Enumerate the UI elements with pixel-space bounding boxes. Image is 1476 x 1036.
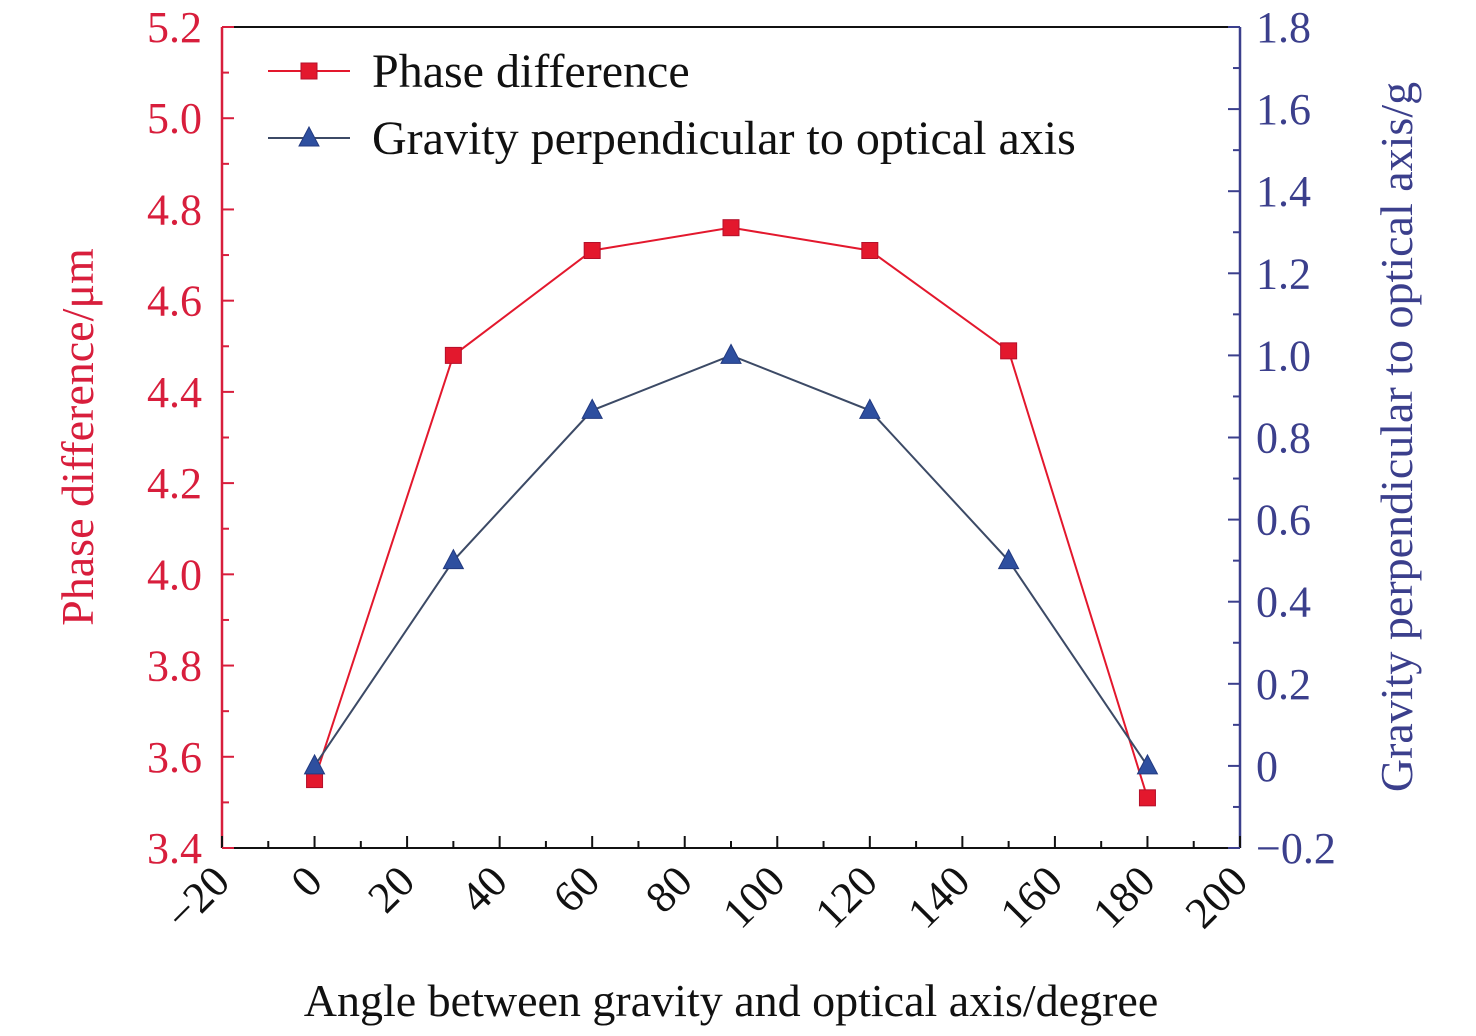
y-right-tick-label: 1.0 <box>1256 331 1311 380</box>
phase-difference-point <box>861 241 879 259</box>
x-tick-label: 120 <box>806 856 887 937</box>
gravity-perpendicular-point <box>1136 753 1159 775</box>
series-line-gravity-perpendicular <box>313 354 1149 767</box>
y-left-tick-label: 3.6 <box>147 733 202 782</box>
gravity-perpendicular-point <box>581 398 604 419</box>
y-left-tick-label: 4.4 <box>147 368 202 417</box>
legend-marker-phase-difference <box>300 62 318 80</box>
y-left-tick-label: 5.0 <box>147 94 202 143</box>
y-left-tick-label: 4.6 <box>147 277 202 326</box>
legend-label-gravity-perpendicular: Gravity perpendicular to optical axis <box>372 112 1076 165</box>
x-tick-label: 60 <box>543 856 609 922</box>
x-tick-label: 200 <box>1176 856 1257 937</box>
gravity-perpendicular-point <box>997 548 1020 570</box>
y-right-tick-label: 1.6 <box>1256 85 1311 134</box>
y-left-tick-label: 3.8 <box>147 642 202 691</box>
y-right-tick-label: 0 <box>1256 742 1278 791</box>
x-tick-label: 140 <box>898 856 979 937</box>
series-line-phase-difference <box>313 226 1149 799</box>
gravity-perpendicular-point <box>858 398 881 419</box>
y-left-tick-label: 4.2 <box>147 459 202 508</box>
y-left-tick-label: 4.8 <box>147 185 202 234</box>
legend-marker-gravity-perpendicular <box>298 125 320 147</box>
x-tick-label: 80 <box>636 856 702 922</box>
phase-difference-point <box>583 241 601 259</box>
y-right-tick-label: 0.2 <box>1256 660 1311 709</box>
y-left-tick-label: 4.0 <box>147 550 202 599</box>
y-axis-right-title: Gravity perpendicular to optical axis/g <box>1371 82 1422 792</box>
phase-difference-point <box>444 346 462 364</box>
series-markers <box>303 219 1159 807</box>
legend: Phase difference Gravity perpendicular to… <box>268 45 1076 165</box>
x-tick-label: 0 <box>281 856 331 906</box>
y-right-tick-label: 1.2 <box>1256 249 1311 298</box>
phase-difference-point <box>1138 789 1156 807</box>
gravity-perpendicular-point <box>442 548 465 570</box>
y-right-tick-label: 0.4 <box>1256 578 1311 627</box>
series-lines <box>313 226 1149 799</box>
y-right-tick-label: 1.8 <box>1256 3 1311 52</box>
x-axis-title: Angle between gravity and optical axis/d… <box>304 975 1159 1026</box>
x-tick-label: 40 <box>451 856 517 922</box>
y-left-tick-label: 5.2 <box>147 3 202 52</box>
phase-difference-point <box>722 219 740 237</box>
y-right-tick-label: 0.6 <box>1256 496 1311 545</box>
x-tick-label: 160 <box>991 856 1072 937</box>
legend-label-phase-difference: Phase difference <box>372 45 690 98</box>
gravity-perpendicular-point <box>720 343 742 364</box>
y-right-tick-label: −0.2 <box>1256 824 1336 873</box>
x-tick-label: 100 <box>713 856 794 937</box>
y-right-tick-label: 0.8 <box>1256 414 1311 463</box>
y-axis-left-title: Phase difference/μm <box>52 248 103 626</box>
x-tick-label: 180 <box>1083 856 1164 937</box>
y-right-tick-label: 1.4 <box>1256 167 1311 216</box>
phase-difference-point <box>1000 342 1018 360</box>
x-tick-label: 20 <box>358 856 424 922</box>
gravity-perpendicular-point <box>303 753 326 775</box>
y-left-tick-label: 3.4 <box>147 824 202 873</box>
